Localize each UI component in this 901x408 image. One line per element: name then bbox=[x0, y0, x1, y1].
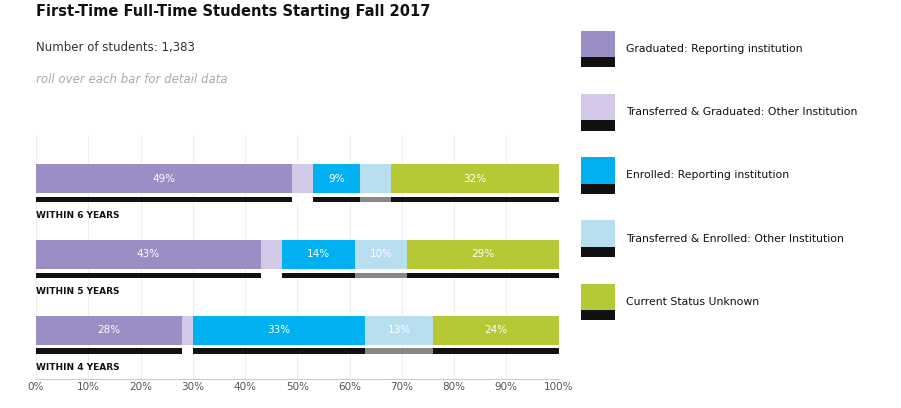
Bar bbox=[182, 348, 193, 354]
Bar bbox=[260, 240, 282, 269]
Bar bbox=[36, 348, 559, 354]
Text: WITHIN 6 YEARS: WITHIN 6 YEARS bbox=[36, 211, 120, 220]
Text: 24%: 24% bbox=[485, 325, 507, 335]
Text: Transferred & Graduated: Other Institution: Transferred & Graduated: Other Instituti… bbox=[626, 107, 858, 117]
Text: 13%: 13% bbox=[387, 325, 411, 335]
Text: WITHIN 5 YEARS: WITHIN 5 YEARS bbox=[36, 287, 120, 296]
Text: Current Status Unknown: Current Status Unknown bbox=[626, 297, 760, 307]
Bar bbox=[355, 240, 407, 269]
Text: 14%: 14% bbox=[306, 249, 330, 259]
Text: WITHIN 4 YEARS: WITHIN 4 YEARS bbox=[36, 363, 120, 372]
Text: 9%: 9% bbox=[328, 173, 345, 184]
Text: 10%: 10% bbox=[369, 249, 393, 259]
Text: 28%: 28% bbox=[97, 325, 121, 335]
Text: 43%: 43% bbox=[137, 249, 160, 259]
Bar bbox=[407, 240, 559, 269]
Bar bbox=[365, 316, 433, 345]
Bar bbox=[360, 164, 391, 193]
Bar bbox=[433, 316, 559, 345]
Bar bbox=[260, 273, 282, 278]
Bar bbox=[365, 348, 433, 354]
Bar bbox=[36, 316, 182, 345]
Bar bbox=[36, 273, 559, 278]
Bar bbox=[313, 164, 360, 193]
Text: Enrolled: Reporting institution: Enrolled: Reporting institution bbox=[626, 171, 789, 180]
Bar bbox=[391, 164, 559, 193]
Bar bbox=[36, 240, 260, 269]
Bar bbox=[282, 240, 355, 269]
Text: 49%: 49% bbox=[152, 173, 176, 184]
Bar bbox=[292, 164, 313, 193]
Bar bbox=[36, 197, 559, 202]
Bar bbox=[36, 164, 292, 193]
Bar bbox=[292, 197, 313, 202]
Bar bbox=[360, 197, 391, 202]
Text: 29%: 29% bbox=[471, 249, 495, 259]
Text: First-Time Full-Time Students Starting Fall 2017: First-Time Full-Time Students Starting F… bbox=[36, 4, 431, 19]
Bar bbox=[182, 316, 193, 345]
Text: Graduated: Reporting institution: Graduated: Reporting institution bbox=[626, 44, 803, 54]
Text: 32%: 32% bbox=[463, 173, 487, 184]
Text: roll over each bar for detail data: roll over each bar for detail data bbox=[36, 73, 228, 86]
Text: Transferred & Enrolled: Other Institution: Transferred & Enrolled: Other Institutio… bbox=[626, 234, 844, 244]
Text: Number of students: 1,383: Number of students: 1,383 bbox=[36, 41, 195, 54]
Bar bbox=[193, 316, 365, 345]
Bar bbox=[355, 273, 407, 278]
Text: 33%: 33% bbox=[268, 325, 291, 335]
